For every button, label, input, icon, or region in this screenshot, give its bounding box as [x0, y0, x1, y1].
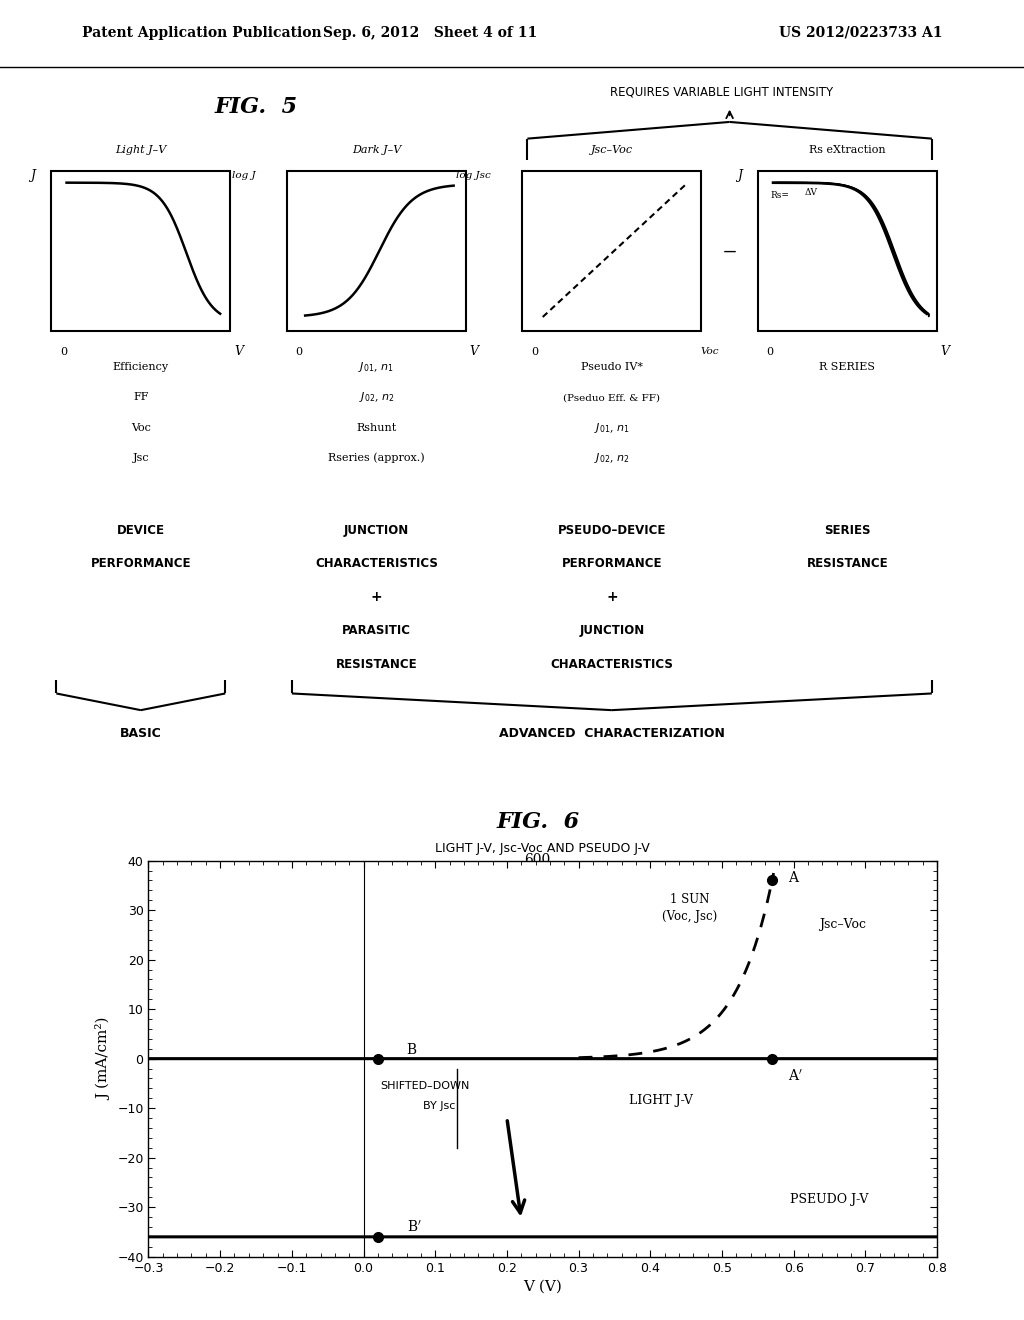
Text: Patent Application Publication: Patent Application Publication: [82, 25, 322, 40]
Text: Sep. 6, 2012   Sheet 4 of 11: Sep. 6, 2012 Sheet 4 of 11: [323, 25, 538, 40]
Text: V: V: [470, 346, 478, 359]
Text: RESISTANCE: RESISTANCE: [807, 557, 888, 570]
Text: PSEUDO J-V: PSEUDO J-V: [791, 1193, 868, 1206]
Text: B$'$: B$'$: [407, 1220, 422, 1234]
Text: Rseries (approx.): Rseries (approx.): [328, 453, 425, 463]
Text: Pseudo IV*: Pseudo IV*: [581, 362, 643, 372]
Text: A: A: [787, 871, 798, 884]
Text: J: J: [737, 169, 741, 182]
Text: +: +: [371, 590, 382, 603]
Text: Rs=: Rs=: [771, 191, 790, 201]
Text: FIG.  6: FIG. 6: [496, 810, 580, 833]
Text: BY Jsc: BY Jsc: [423, 1101, 455, 1110]
Text: JUNCTION: JUNCTION: [344, 524, 409, 537]
Text: DEVICE: DEVICE: [117, 524, 165, 537]
Text: PSEUDO–DEVICE: PSEUDO–DEVICE: [558, 524, 666, 537]
Text: Dark J–V: Dark J–V: [351, 145, 401, 154]
Text: US 2012/0223733 A1: US 2012/0223733 A1: [778, 25, 942, 40]
X-axis label: V (V): V (V): [523, 1280, 562, 1294]
Text: 0: 0: [531, 347, 538, 356]
Title: LIGHT J-V, Jsc-Voc AND PSEUDO J-V: LIGHT J-V, Jsc-Voc AND PSEUDO J-V: [435, 842, 650, 855]
Text: –: –: [723, 238, 736, 264]
Text: B: B: [407, 1043, 417, 1057]
Text: A$'$: A$'$: [787, 1069, 803, 1084]
Text: $J_{01}$, $n_1$: $J_{01}$, $n_1$: [594, 421, 630, 434]
Text: Rs eXtraction: Rs eXtraction: [809, 145, 886, 154]
Bar: [51, 172, 230, 331]
Text: JUNCTION: JUNCTION: [580, 624, 644, 638]
Text: J: J: [31, 169, 35, 182]
Text: CHARACTERISTICS: CHARACTERISTICS: [551, 657, 673, 671]
Text: PERFORMANCE: PERFORMANCE: [561, 557, 663, 570]
Text: log Jsc: log Jsc: [456, 170, 490, 180]
Text: (Pseduo Eff. & FF): (Pseduo Eff. & FF): [563, 393, 660, 403]
Text: Jsc–Voc: Jsc–Voc: [591, 145, 633, 154]
Text: 0: 0: [296, 347, 302, 356]
Bar: [287, 172, 466, 331]
Bar: [522, 172, 701, 331]
Text: V: V: [941, 346, 949, 359]
Text: +: +: [606, 590, 617, 603]
Text: CHARACTERISTICS: CHARACTERISTICS: [315, 557, 437, 570]
Text: R SERIES: R SERIES: [819, 362, 876, 372]
Text: Efficiency: Efficiency: [113, 362, 169, 372]
Text: log J: log J: [231, 170, 256, 180]
Text: Jsc–Voc: Jsc–Voc: [818, 919, 865, 932]
Text: SERIES: SERIES: [824, 524, 870, 537]
Text: FF: FF: [133, 392, 148, 403]
Text: 0: 0: [60, 347, 67, 356]
Text: $J_{02}$, $n_2$: $J_{02}$, $n_2$: [358, 391, 394, 404]
Text: $J_{02}$, $n_2$: $J_{02}$, $n_2$: [594, 451, 630, 465]
Text: PERFORMANCE: PERFORMANCE: [90, 557, 191, 570]
Y-axis label: J (mA/cm²): J (mA/cm²): [96, 1018, 112, 1100]
Text: BASIC: BASIC: [120, 727, 162, 739]
Text: FIG.  5: FIG. 5: [214, 96, 298, 117]
Text: 1 SUN
(Voc, Jsc): 1 SUN (Voc, Jsc): [663, 892, 717, 923]
Text: PARASITIC: PARASITIC: [342, 624, 411, 638]
Text: 0: 0: [767, 347, 773, 356]
Text: V: V: [234, 346, 243, 359]
Text: ΔV: ΔV: [805, 187, 817, 197]
Text: Voc: Voc: [131, 422, 151, 433]
Text: $J_{01}$, $n_1$: $J_{01}$, $n_1$: [358, 360, 394, 374]
Text: SHIFTED–DOWN: SHIFTED–DOWN: [380, 1081, 469, 1090]
Text: Jsc: Jsc: [132, 453, 150, 463]
Text: LIGHT J-V: LIGHT J-V: [629, 1094, 692, 1107]
Text: Voc: Voc: [700, 347, 719, 356]
Text: Light J–V: Light J–V: [115, 145, 167, 154]
Text: Rshunt: Rshunt: [356, 422, 396, 433]
Text: REQUIRES VARIABLE LIGHT INTENSITY: REQUIRES VARIABLE LIGHT INTENSITY: [610, 84, 834, 98]
Bar: [758, 172, 937, 331]
Text: 600: 600: [524, 853, 551, 867]
Text: ADVANCED  CHARACTERIZATION: ADVANCED CHARACTERIZATION: [499, 727, 725, 739]
Text: RESISTANCE: RESISTANCE: [336, 657, 417, 671]
